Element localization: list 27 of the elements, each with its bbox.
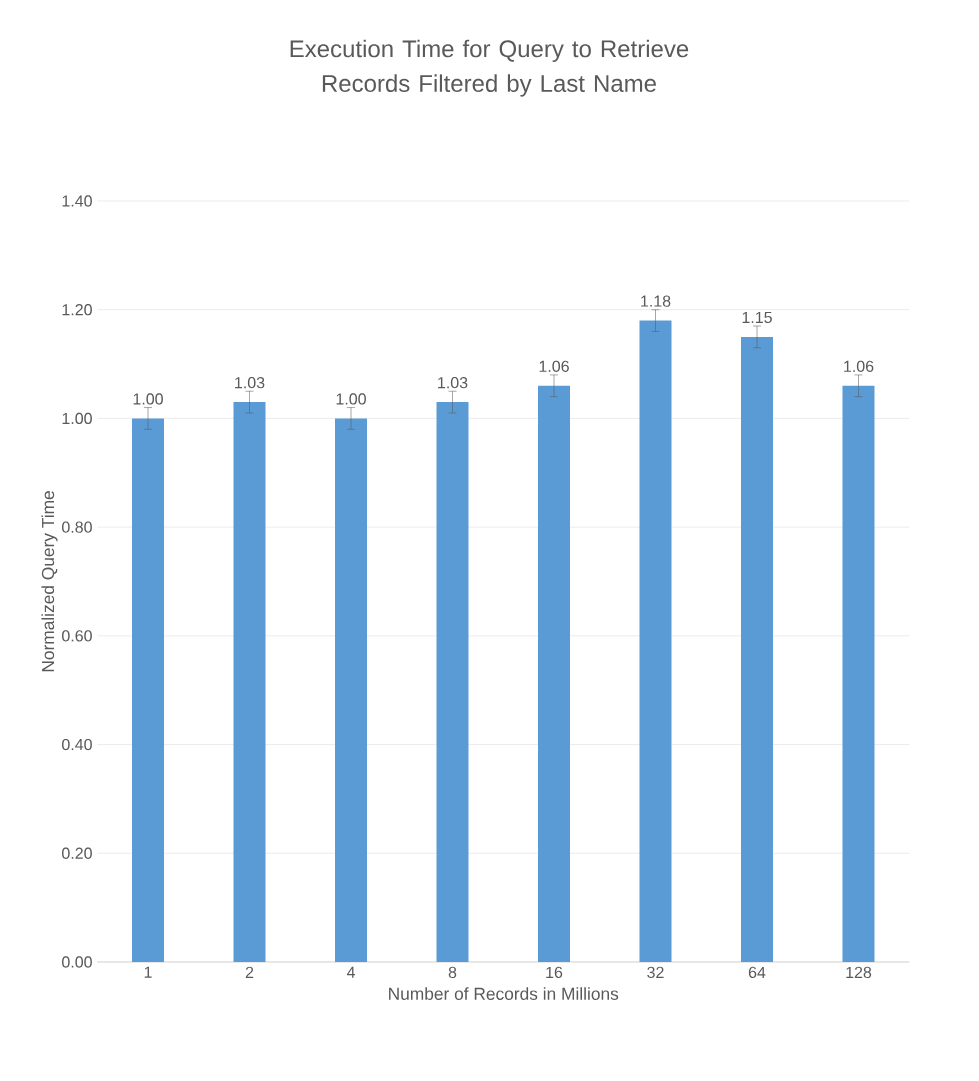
x-axis-title: Number of Records in Millions <box>389 987 619 1000</box>
x-tick-label: 4 <box>346 966 355 978</box>
data-label: 1.03 <box>235 376 265 389</box>
data-label: 1.00 <box>133 393 163 405</box>
y-tick-label: 0.60 <box>62 630 92 642</box>
x-tick-label: 32 <box>647 966 664 979</box>
y-tick-label: 0.20 <box>62 847 92 859</box>
x-tick-label: 128 <box>846 966 872 979</box>
data-label: 1.00 <box>336 393 366 405</box>
y-tick-label: 1.20 <box>62 304 92 316</box>
x-tick-label: 1 <box>144 966 152 978</box>
data-label: 1.18 <box>641 295 671 307</box>
chart-title: Execution Time for Query to Retrieve Records Filtered by Last Name <box>290 39 689 97</box>
y-tick-label: 0.00 <box>62 956 92 968</box>
data-label: 1.06 <box>539 360 569 372</box>
y-tick-label: 0.80 <box>62 521 92 533</box>
x-tick-label: 8 <box>448 966 457 979</box>
y-tick-label: 1.40 <box>62 195 92 207</box>
x-tick-label: 2 <box>245 966 254 978</box>
x-tick-label: 16 <box>546 966 563 979</box>
data-label: 1.06 <box>844 360 874 372</box>
x-tick-label: 64 <box>748 966 766 979</box>
data-label: 1.03 <box>438 376 468 389</box>
data-label: 1.15 <box>742 311 772 324</box>
y-tick-label: 1.00 <box>62 412 92 425</box>
y-axis-title: Normalized Query Time <box>41 491 58 672</box>
y-tick-label: 0.40 <box>62 738 92 751</box>
